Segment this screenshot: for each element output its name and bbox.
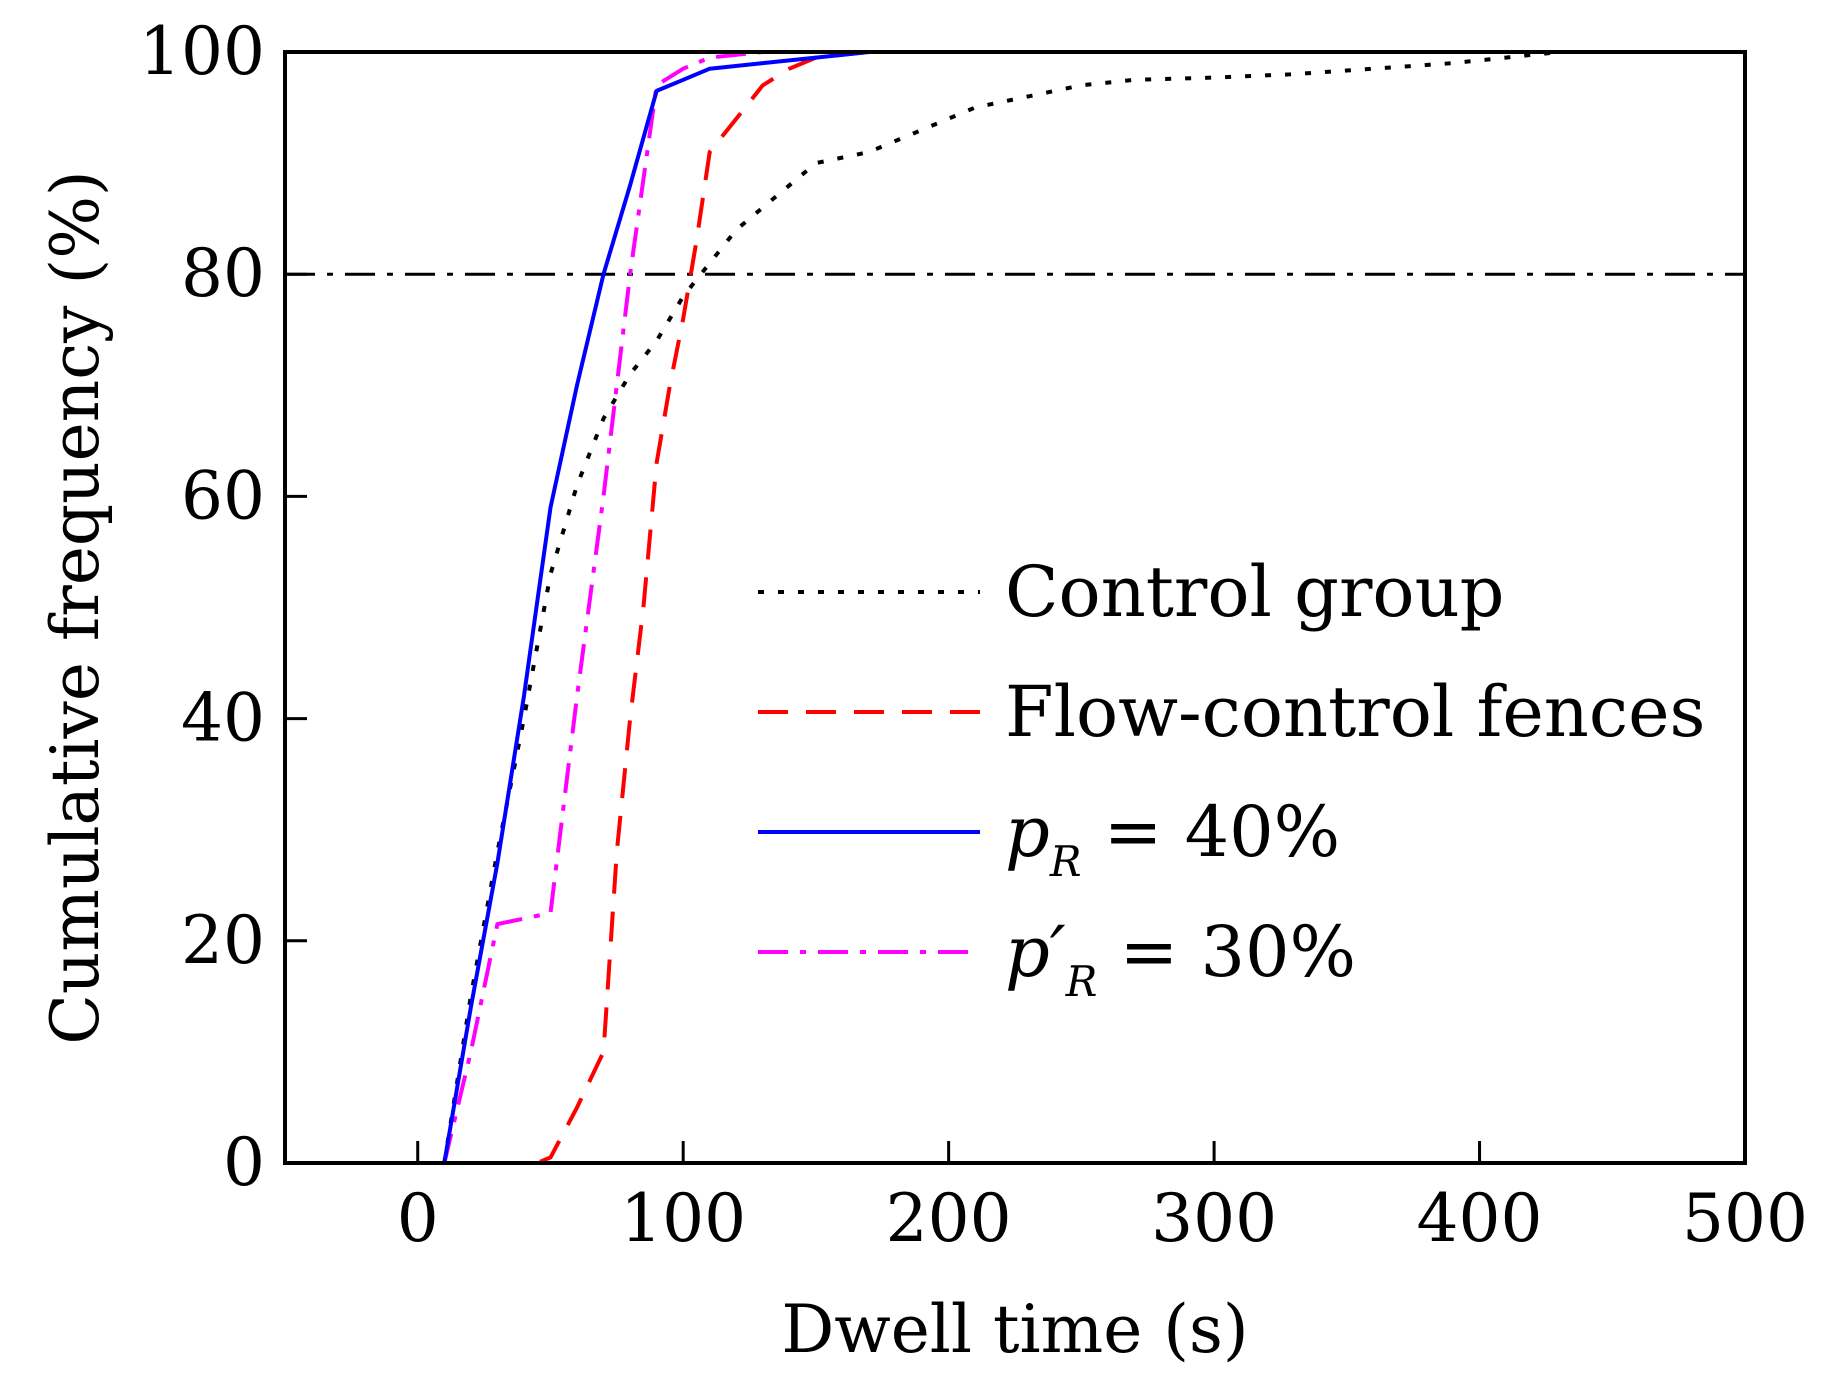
y-tick-label-100: 100 xyxy=(139,13,265,90)
x-tick-label-0: 0 xyxy=(397,1180,439,1257)
y-tick-label-40: 40 xyxy=(181,680,265,757)
y-tick-label-0: 0 xyxy=(223,1124,265,1201)
plot-frame xyxy=(283,50,1747,1165)
x-axis-title: Dwell time (s) xyxy=(781,1291,1248,1368)
tick-layer: 0 100 200 300 400 500 0 20 40 60 80 100 xyxy=(139,13,1808,1257)
x-tick-label-400: 400 xyxy=(1417,1180,1543,1257)
legend-label-2: Flow-control fences xyxy=(1005,671,1705,753)
y-axis-title: Cumulative frequency (%) xyxy=(37,170,114,1044)
x-tick-label-500: 500 xyxy=(1682,1180,1808,1257)
y-tick-label-80: 80 xyxy=(181,235,265,312)
y-tick-label-20: 20 xyxy=(181,902,265,979)
x-tick-label-200: 200 xyxy=(886,1180,1012,1257)
y-tick-label-60: 60 xyxy=(181,457,265,534)
series-line-1 xyxy=(442,50,1560,1164)
x-tick-label-100: 100 xyxy=(620,1180,746,1257)
legend-label-4: p′R = 30% xyxy=(1005,911,1356,1006)
legend-label-3: pR = 40% xyxy=(1005,791,1340,886)
x-tick-label-300: 300 xyxy=(1151,1180,1277,1257)
legend: Control group Flow-control fences pR = 40%… xyxy=(758,551,1705,1006)
legend-label-1: Control group xyxy=(1005,551,1504,633)
